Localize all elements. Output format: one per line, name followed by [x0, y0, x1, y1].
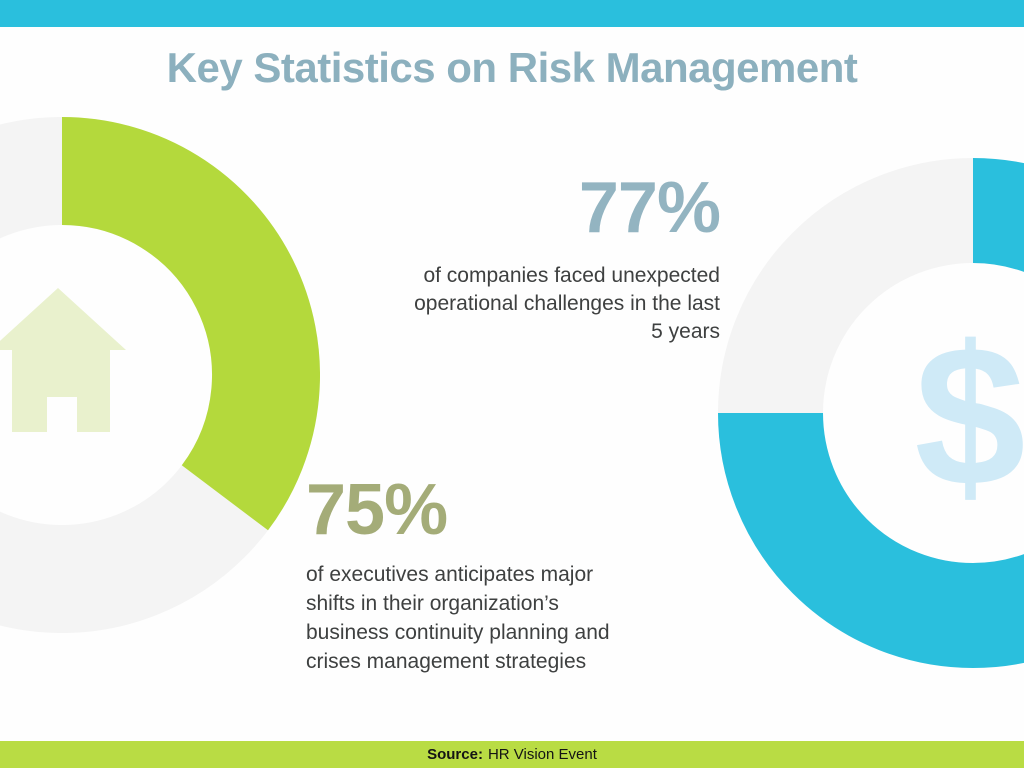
stat-75-line-4: crises management strategies — [306, 650, 587, 673]
stat-75-line-3: business continuity planning and — [306, 621, 610, 644]
top-accent-bar — [0, 0, 1024, 27]
dollar-icon: $ — [914, 305, 1024, 528]
stat-75-block: 75% of executives anticipates major shif… — [306, 472, 610, 676]
stat-77-line-3: 5 years — [651, 320, 720, 343]
stat-77-description: of companies faced unexpected operationa… — [414, 262, 720, 346]
house-icon — [0, 288, 126, 432]
source-label: Source: — [427, 746, 483, 763]
stat-75-line-1: of executives anticipates major — [306, 563, 594, 586]
left-donut-arc — [60, 117, 320, 531]
stat-77-block: 77% of companies faced unexpected operat… — [414, 168, 721, 346]
source-text: HR Vision Event — [487, 746, 597, 763]
left-donut-chart — [0, 117, 320, 633]
right-donut-arc — [718, 158, 1024, 668]
stat-75-line-2: shifts in their organization’s — [306, 592, 559, 615]
right-donut-chart: $ — [718, 158, 1024, 668]
stat-75-description: of executives anticipates major shifts i… — [306, 560, 610, 676]
page-title: Key Statistics on Risk Management — [166, 44, 858, 91]
source-bar: Source: HR Vision Event — [0, 741, 1024, 768]
stat-77-line-2: operational challenges in the last — [414, 292, 720, 315]
stat-75-value: 75% — [306, 470, 448, 550]
stat-77-value: 77% — [578, 168, 721, 248]
stat-77-line-1: of companies faced unexpected — [423, 264, 720, 287]
